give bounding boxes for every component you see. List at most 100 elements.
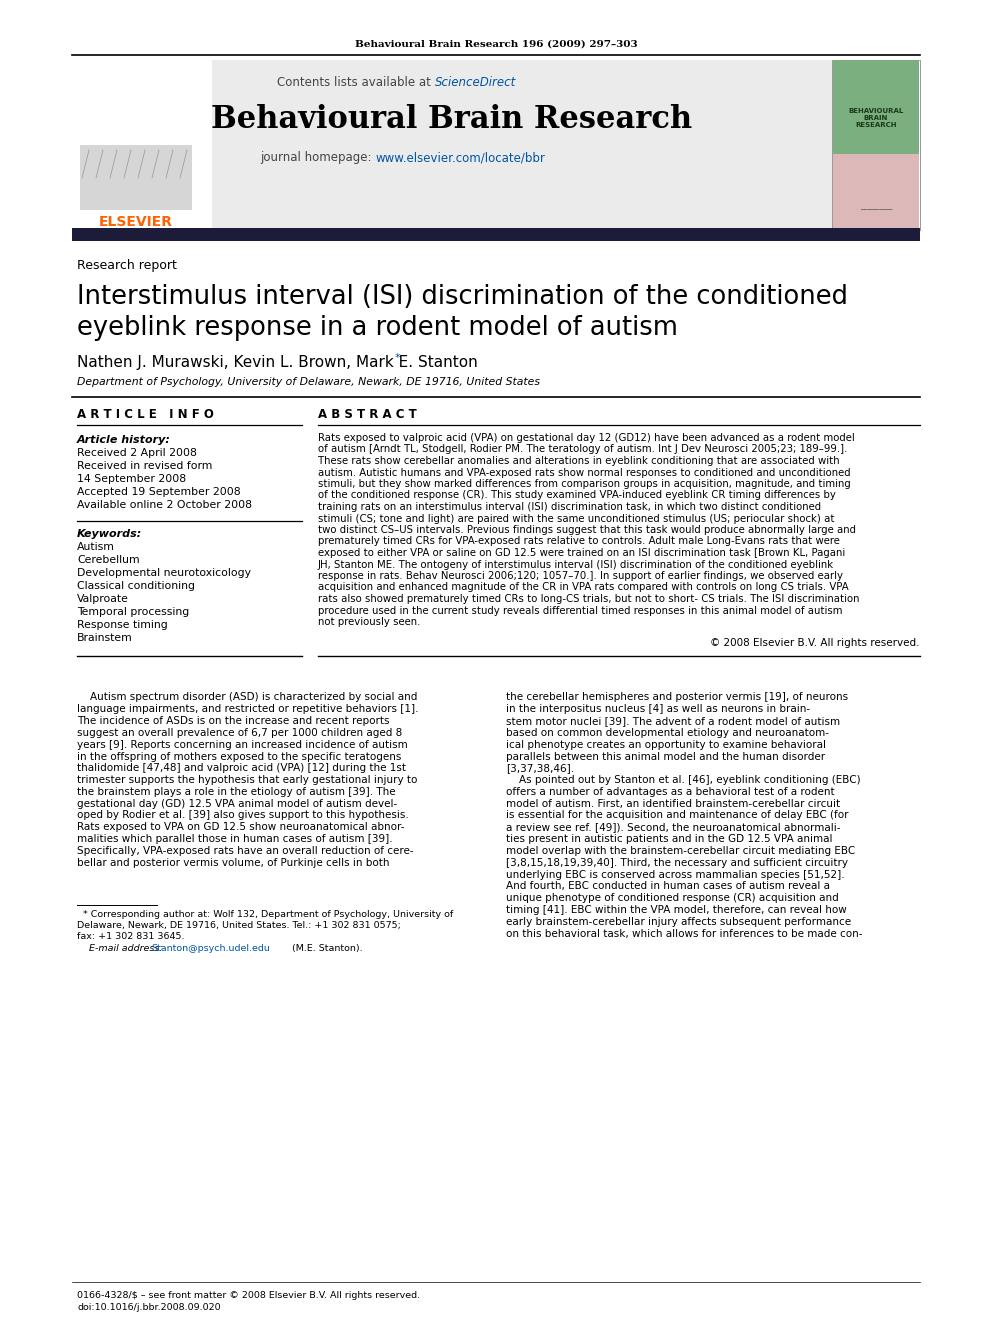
Text: Temporal processing: Temporal processing [77, 607, 189, 617]
Text: Research report: Research report [77, 258, 177, 271]
Text: Autism: Autism [77, 542, 115, 552]
Bar [832, 60, 920, 230]
Text: exposed to either VPA or saline on GD 12.5 were trained on an ISI discrimination: exposed to either VPA or saline on GD 12… [318, 548, 845, 558]
Text: Classical conditioning: Classical conditioning [77, 581, 195, 591]
Text: journal homepage:: journal homepage: [260, 152, 375, 164]
Text: www.elsevier.com/locate/bbr: www.elsevier.com/locate/bbr [375, 152, 545, 164]
Text: Delaware, Newark, DE 19716, United States. Tel.: +1 302 831 0575;: Delaware, Newark, DE 19716, United State… [77, 921, 401, 930]
Text: Nathen J. Murawski, Kevin L. Brown, Mark E. Stanton: Nathen J. Murawski, Kevin L. Brown, Mark… [77, 355, 478, 369]
Text: Valproate: Valproate [77, 594, 129, 605]
Text: ScienceDirect: ScienceDirect [435, 75, 516, 89]
Text: These rats show cerebellar anomalies and alterations in eyeblink conditioning th: These rats show cerebellar anomalies and… [318, 456, 839, 466]
Text: JH, Stanton ME. The ontogeny of interstimulus interval (ISI) discrimination of t: JH, Stanton ME. The ontogeny of intersti… [318, 560, 834, 569]
Text: Cerebellum: Cerebellum [77, 556, 140, 565]
Text: autism. Autistic humans and VPA-exposed rats show normal responses to conditione: autism. Autistic humans and VPA-exposed … [318, 467, 850, 478]
Text: Keywords:: Keywords: [77, 529, 142, 538]
Text: years [9]. Reports concerning an increased incidence of autism: years [9]. Reports concerning an increas… [77, 740, 408, 750]
Text: Contents lists available at: Contents lists available at [278, 75, 435, 89]
Text: stem motor nuclei [39]. The advent of a rodent model of autism: stem motor nuclei [39]. The advent of a … [506, 716, 840, 726]
Bar [80, 146, 192, 210]
Text: ties present in autistic patients and in the GD 12.5 VPA animal: ties present in autistic patients and in… [506, 833, 832, 844]
Text: [3,37,38,46].: [3,37,38,46]. [506, 763, 574, 774]
Text: procedure used in the current study reveals differential timed responses in this: procedure used in the current study reve… [318, 606, 842, 615]
Text: early brainstem-cerebellar injury affects subsequent performance: early brainstem-cerebellar injury affect… [506, 917, 851, 926]
Text: in the interpositus nucleus [4] as well as neurons in brain-: in the interpositus nucleus [4] as well … [506, 704, 810, 714]
Text: model overlap with the brainstem-cerebellar circuit mediating EBC: model overlap with the brainstem-cerebel… [506, 845, 855, 856]
Text: ical phenotype creates an opportunity to examine behavioral: ical phenotype creates an opportunity to… [506, 740, 826, 750]
Text: prematurely timed CRs for VPA-exposed rats relative to controls. Adult male Long: prematurely timed CRs for VPA-exposed ra… [318, 537, 840, 546]
Text: Behavioural Brain Research 196 (2009) 297–303: Behavioural Brain Research 196 (2009) 29… [355, 40, 637, 49]
Text: response in rats. Behav Neurosci 2006;120; 1057–70.]. In support of earlier find: response in rats. Behav Neurosci 2006;12… [318, 572, 843, 581]
Text: two distinct CS–US intervals. Previous findings suggest that this task would pro: two distinct CS–US intervals. Previous f… [318, 525, 856, 534]
Text: oped by Rodier et al. [39] also gives support to this hypothesis.: oped by Rodier et al. [39] also gives su… [77, 811, 409, 820]
Text: timing [41]. EBC within the VPA model, therefore, can reveal how: timing [41]. EBC within the VPA model, t… [506, 905, 847, 916]
Text: Article history:: Article history: [77, 435, 171, 445]
Text: Received 2 April 2008: Received 2 April 2008 [77, 448, 196, 458]
Text: on this behavioral task, which allows for inferences to be made con-: on this behavioral task, which allows fo… [506, 929, 862, 938]
Text: Accepted 19 September 2008: Accepted 19 September 2008 [77, 487, 241, 497]
Text: rats also showed prematurely timed CRs to long-CS trials, but not to short- CS t: rats also showed prematurely timed CRs t… [318, 594, 859, 605]
Text: is essential for the acquisition and maintenance of delay EBC (for: is essential for the acquisition and mai… [506, 811, 848, 820]
Text: bellar and posterior vermis volume, of Purkinje cells in both: bellar and posterior vermis volume, of P… [77, 857, 390, 868]
Text: BEHAVIOURAL
BRAIN
RESEARCH: BEHAVIOURAL BRAIN RESEARCH [848, 108, 904, 128]
Text: doi:10.1016/j.bbr.2008.09.020: doi:10.1016/j.bbr.2008.09.020 [77, 1303, 220, 1312]
Text: suggest an overall prevalence of 6,7 per 1000 children aged 8: suggest an overall prevalence of 6,7 per… [77, 728, 402, 738]
Text: a review see ref. [49]). Second, the neuroanatomical abnormali-: a review see ref. [49]). Second, the neu… [506, 823, 840, 832]
Text: Department of Psychology, University of Delaware, Newark, DE 19716, United State: Department of Psychology, University of … [77, 377, 540, 388]
Text: Available online 2 October 2008: Available online 2 October 2008 [77, 500, 252, 509]
Text: *: * [395, 353, 401, 363]
Text: offers a number of advantages as a behavioral test of a rodent: offers a number of advantages as a behav… [506, 787, 834, 796]
Text: the brainstem plays a role in the etiology of autism [39]. The: the brainstem plays a role in the etiolo… [77, 787, 396, 796]
Text: Behavioural Brain Research: Behavioural Brain Research [211, 105, 692, 135]
Text: malities which parallel those in human cases of autism [39].: malities which parallel those in human c… [77, 833, 393, 844]
Text: model of autism. First, an identified brainstem-cerebellar circuit: model of autism. First, an identified br… [506, 799, 840, 808]
Text: * Corresponding author at: Wolf 132, Department of Psychology, University of: * Corresponding author at: Wolf 132, Dep… [77, 910, 453, 919]
Text: parallels between this animal model and the human disorder: parallels between this animal model and … [506, 751, 825, 762]
Text: © 2008 Elsevier B.V. All rights reserved.: © 2008 Elsevier B.V. All rights reserved… [710, 639, 920, 648]
Bar [833, 153, 919, 228]
Text: of autism [Arndt TL, Stodgell, Rodier PM. The teratology of autism. Int J Dev Ne: of autism [Arndt TL, Stodgell, Rodier PM… [318, 445, 847, 455]
Text: Specifically, VPA-exposed rats have an overall reduction of cere-: Specifically, VPA-exposed rats have an o… [77, 845, 414, 856]
Text: Rats exposed to valproic acid (VPA) on gestational day 12 (GD12) have been advan: Rats exposed to valproic acid (VPA) on g… [318, 433, 855, 443]
Text: Received in revised form: Received in revised form [77, 460, 212, 471]
Text: A R T I C L E   I N F O: A R T I C L E I N F O [77, 409, 214, 422]
Text: underlying EBC is conserved across mammalian species [51,52].: underlying EBC is conserved across mamma… [506, 869, 844, 880]
Text: of the conditioned response (CR). This study examined VPA-induced eyeblink CR ti: of the conditioned response (CR). This s… [318, 491, 836, 500]
Text: stimuli (CS; tone and light) are paired with the same unconditioned stimulus (US: stimuli (CS; tone and light) are paired … [318, 513, 834, 524]
Bar [72, 60, 212, 228]
Text: trimester supports the hypothesis that early gestational injury to: trimester supports the hypothesis that e… [77, 775, 418, 785]
Text: Stanton@psych.udel.edu: Stanton@psych.udel.edu [151, 945, 270, 953]
Text: A B S T R A C T: A B S T R A C T [318, 409, 417, 422]
Bar [833, 60, 919, 155]
Text: ELSEVIER: ELSEVIER [99, 216, 173, 229]
Text: Autism spectrum disorder (ASD) is characterized by social and: Autism spectrum disorder (ASD) is charac… [77, 692, 418, 703]
Text: And fourth, EBC conducted in human cases of autism reveal a: And fourth, EBC conducted in human cases… [506, 881, 830, 892]
Text: language impairments, and restricted or repetitive behaviors [1].: language impairments, and restricted or … [77, 704, 419, 714]
Text: 14 September 2008: 14 September 2008 [77, 474, 186, 484]
Text: 0166-4328/$ – see front matter © 2008 Elsevier B.V. All rights reserved.: 0166-4328/$ – see front matter © 2008 El… [77, 1291, 421, 1301]
Text: Interstimulus interval (ISI) discrimination of the conditioned: Interstimulus interval (ISI) discriminat… [77, 284, 848, 310]
Text: fax: +1 302 831 3645.: fax: +1 302 831 3645. [77, 931, 185, 941]
Text: [3,8,15,18,19,39,40]. Third, the necessary and sufficient circuitry: [3,8,15,18,19,39,40]. Third, the necessa… [506, 857, 848, 868]
Text: Rats exposed to VPA on GD 12.5 show neuroanatomical abnor-: Rats exposed to VPA on GD 12.5 show neur… [77, 823, 405, 832]
Text: the cerebellar hemispheres and posterior vermis [19], of neurons: the cerebellar hemispheres and posterior… [506, 692, 848, 703]
Text: (M.E. Stanton).: (M.E. Stanton). [289, 945, 363, 953]
Text: As pointed out by Stanton et al. [46], eyeblink conditioning (EBC): As pointed out by Stanton et al. [46], e… [506, 775, 861, 785]
Text: Developmental neurotoxicology: Developmental neurotoxicology [77, 568, 251, 578]
Text: The incidence of ASDs is on the increase and recent reports: The incidence of ASDs is on the increase… [77, 716, 390, 726]
Text: training rats on an interstimulus interval (ISI) discrimination task, in which t: training rats on an interstimulus interv… [318, 501, 821, 512]
Text: in the offspring of mothers exposed to the specific teratogens: in the offspring of mothers exposed to t… [77, 751, 402, 762]
Text: Brainstem: Brainstem [77, 632, 133, 643]
Text: gestational day (GD) 12.5 VPA animal model of autism devel-: gestational day (GD) 12.5 VPA animal mod… [77, 799, 397, 808]
Text: ──────────: ────────── [860, 208, 892, 213]
Text: thalidomide [47,48] and valproic acid (VPA) [12] during the 1st: thalidomide [47,48] and valproic acid (V… [77, 763, 406, 774]
Text: acquisition and enhanced magnitude of the CR in VPA rats compared with controls : acquisition and enhanced magnitude of th… [318, 582, 848, 593]
Bar [72, 60, 832, 228]
Text: E-mail address:: E-mail address: [77, 945, 166, 953]
Text: not previously seen.: not previously seen. [318, 617, 421, 627]
Text: stimuli, but they show marked differences from comparison groups in acquisition,: stimuli, but they show marked difference… [318, 479, 851, 490]
Text: unique phenotype of conditioned response (CR) acquisition and: unique phenotype of conditioned response… [506, 893, 839, 904]
Bar [72, 228, 920, 241]
Text: based on common developmental etiology and neuroanatom-: based on common developmental etiology a… [506, 728, 829, 738]
Text: Response timing: Response timing [77, 620, 168, 630]
